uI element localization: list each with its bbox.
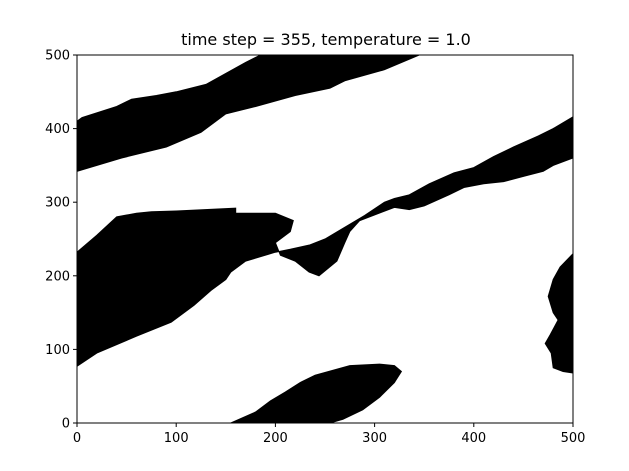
x-tick-label: 100 [164, 431, 189, 446]
domain-right-edge-patch [544, 252, 573, 374]
plot-frame [76, 54, 574, 424]
spin-lattice-image [77, 55, 573, 423]
y-tick-label: 100 [45, 343, 70, 358]
y-tick-label: 400 [45, 122, 70, 137]
y-axis: 0 100 200 300 400 500 [45, 49, 77, 432]
x-tick-label: 0 [73, 431, 81, 446]
domain-top-left-band [77, 55, 420, 172]
chart-title: time step = 355, temperature = 1.0 [181, 30, 471, 49]
domain-central-and-right-band [77, 116, 573, 367]
domain-bottom-center-blob [230, 363, 403, 423]
x-tick-label: 400 [461, 431, 486, 446]
x-axis: 0 100 200 300 400 500 [73, 423, 586, 446]
x-tick-label: 500 [561, 431, 586, 446]
y-tick-label: 500 [45, 49, 70, 64]
y-tick-label: 300 [45, 196, 70, 211]
x-tick-label: 200 [263, 431, 288, 446]
y-tick-label: 200 [45, 269, 70, 284]
x-tick-label: 300 [362, 431, 387, 446]
y-tick-label: 0 [62, 417, 70, 432]
